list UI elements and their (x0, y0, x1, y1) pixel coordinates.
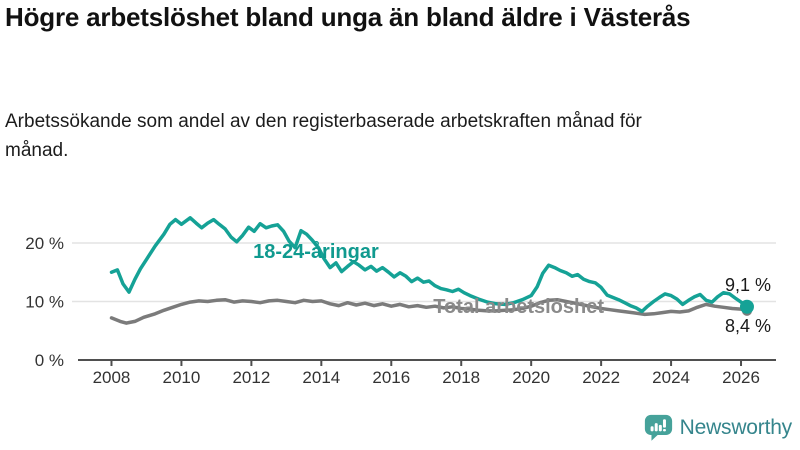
newsworthy-logo-icon (644, 414, 672, 441)
end-value-label-youth: 9,1 % (725, 275, 771, 295)
end-dot-youth (739, 299, 754, 314)
newsworthy-logo-text: Newsworthy (679, 416, 793, 439)
page-title: Högre arbetslöshet bland unga än bland ä… (5, 2, 691, 32)
x-axis-tick-label: 2010 (163, 368, 201, 387)
y-axis-tick-label: 10 % (25, 292, 64, 311)
x-axis-tick-label: 2008 (93, 368, 131, 387)
x-axis-tick-label: 2022 (582, 368, 620, 387)
x-axis-tick-label: 2024 (652, 368, 690, 387)
unemployment-line-chart: 0 % 10 % 20 % 2008 2010 2012 2014 2016 2018 2020 2… (25, 216, 776, 387)
logo-bar-chart-glyph (650, 419, 666, 432)
series-label-total: Total arbetslöshet (433, 296, 604, 318)
x-axis-tick-label: 2012 (232, 368, 270, 387)
x-axis-tick-label: 2018 (442, 368, 480, 387)
y-axis-tick-label: 0 % (35, 351, 64, 370)
end-value-label-total: 8,4 % (725, 316, 771, 336)
x-axis-tick-label: 2014 (302, 368, 340, 387)
logo-speech-bubble (644, 414, 672, 441)
series-line-total (109, 297, 749, 325)
x-axis-tick-label: 2016 (372, 368, 410, 387)
y-axis-tick-label: 20 % (25, 234, 64, 253)
page-subtitle: Arbetssökande som andel av den registerb… (5, 111, 642, 161)
x-axis-tick-label: 2020 (512, 368, 550, 387)
series-line-youth (109, 216, 749, 314)
series-label-youth: 18-24-åringar (253, 240, 379, 263)
x-axis-tick-label: 2026 (722, 368, 760, 387)
newsworthy-logo[interactable]: Newsworthy (644, 413, 792, 443)
